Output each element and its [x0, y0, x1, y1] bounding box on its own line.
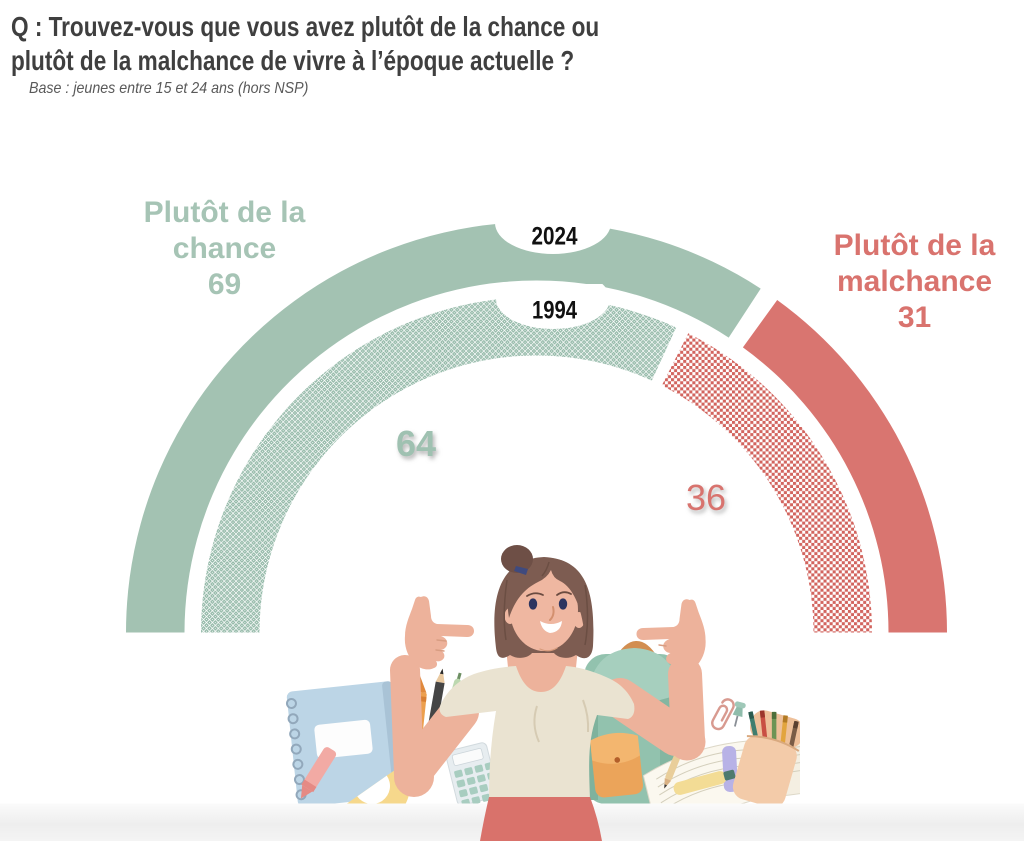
svg-text:1994: 1994 [532, 297, 577, 325]
svg-text:2024: 2024 [532, 223, 578, 251]
svg-text:64: 64 [396, 423, 436, 464]
svg-text:36: 36 [686, 477, 726, 518]
